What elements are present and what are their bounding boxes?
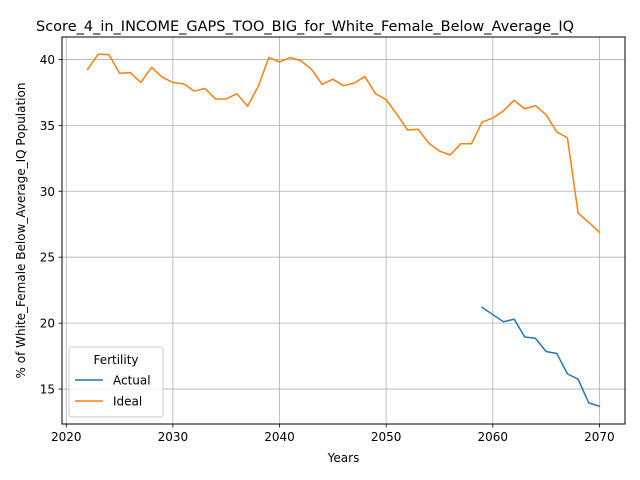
y-tick-label: 25 xyxy=(40,251,55,265)
x-tick-label: 2040 xyxy=(264,430,295,444)
x-tick-label: 2060 xyxy=(478,430,509,444)
x-axis-ticks: 2020 2030 2040 2050 2060 2070 xyxy=(51,424,615,444)
x-axis-label: Years xyxy=(327,451,360,465)
y-tick-label: 40 xyxy=(40,53,55,67)
y-axis-ticks: 15 20 25 30 35 40 xyxy=(40,53,62,397)
x-tick-label: 2020 xyxy=(51,430,82,444)
plot-frame xyxy=(61,36,626,425)
legend: Fertility Actual Ideal xyxy=(68,346,164,418)
y-tick-label: 15 xyxy=(40,383,55,397)
legend-label-ideal: Ideal xyxy=(113,395,142,409)
legend-label-actual: Actual xyxy=(113,374,151,388)
y-tick-label: 30 xyxy=(40,185,55,199)
chart-title: Score_4_in_INCOME_GAPS_TOO_BIG_for_White… xyxy=(36,19,574,35)
series-lines xyxy=(86,53,601,408)
legend-box xyxy=(68,346,164,418)
x-tick-label: 2070 xyxy=(584,430,615,444)
series-line-ideal xyxy=(86,53,601,234)
y-tick-label: 35 xyxy=(40,119,55,133)
x-tick-label: 2030 xyxy=(158,430,189,444)
y-axis-label: % of White_Female Below_Average_IQ Popul… xyxy=(14,83,28,379)
legend-title: Fertility xyxy=(93,353,138,367)
series-line-actual xyxy=(481,306,601,408)
grid xyxy=(62,37,625,424)
x-tick-label: 2050 xyxy=(371,430,402,444)
y-tick-label: 20 xyxy=(40,317,55,331)
